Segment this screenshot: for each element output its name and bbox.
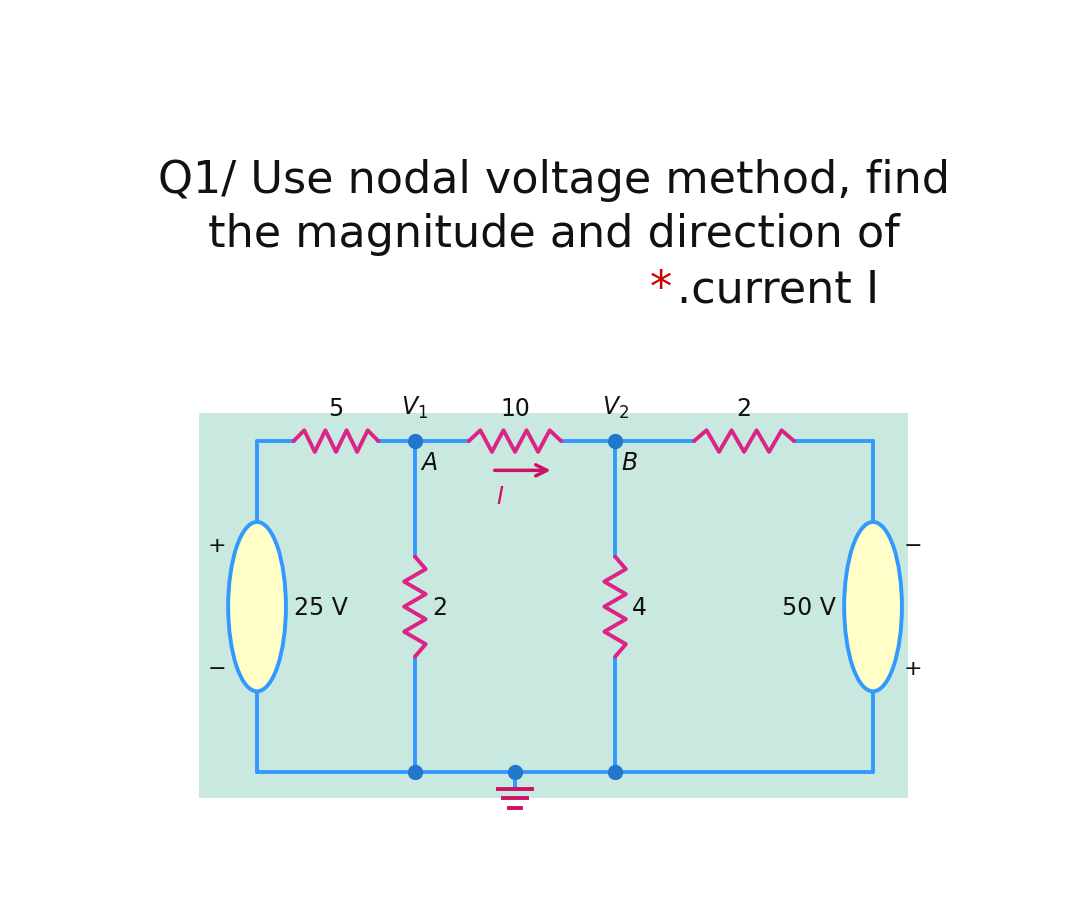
Ellipse shape xyxy=(845,522,902,691)
Text: the magnitude and direction of: the magnitude and direction of xyxy=(207,212,900,255)
Text: 2: 2 xyxy=(737,396,752,420)
Text: $V_1$: $V_1$ xyxy=(402,394,429,420)
Text: $V_2$: $V_2$ xyxy=(602,394,629,420)
Text: Q1/ Use nodal voltage method, find: Q1/ Use nodal voltage method, find xyxy=(158,159,949,201)
Text: 2: 2 xyxy=(432,595,447,619)
Text: 4: 4 xyxy=(632,595,647,619)
Text: +: + xyxy=(207,536,227,556)
FancyBboxPatch shape xyxy=(200,413,907,798)
Text: −: − xyxy=(904,536,922,556)
Text: *: * xyxy=(650,268,672,311)
Text: 10: 10 xyxy=(500,396,530,420)
Text: A: A xyxy=(421,451,437,475)
Text: 5: 5 xyxy=(328,396,343,420)
Text: B: B xyxy=(621,451,637,475)
Text: .current I: .current I xyxy=(677,268,879,311)
Text: 25 V: 25 V xyxy=(294,595,348,619)
Text: −: − xyxy=(207,659,227,679)
Text: 50 V: 50 V xyxy=(782,595,836,619)
Text: I: I xyxy=(496,485,503,508)
Text: +: + xyxy=(904,659,922,679)
Ellipse shape xyxy=(228,522,286,691)
